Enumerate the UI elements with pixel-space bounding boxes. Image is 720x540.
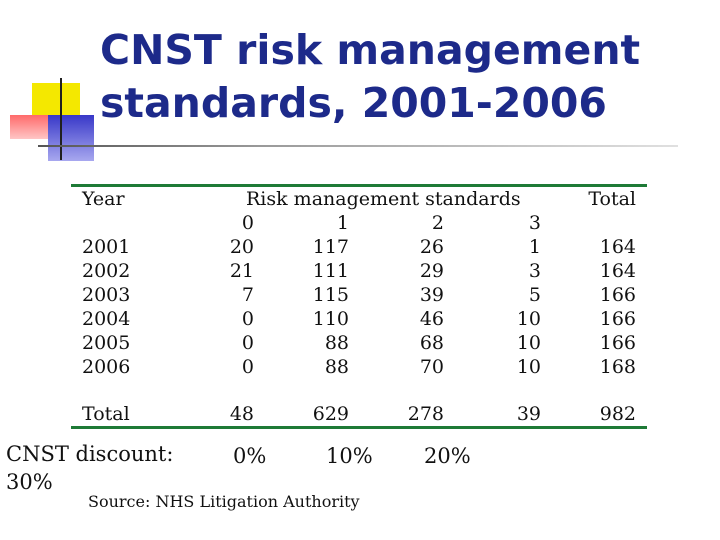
decorative-blue-square xyxy=(48,115,94,161)
level-header: 2 xyxy=(431,212,444,234)
level-header: 1 xyxy=(336,212,349,234)
table-cell: 111 xyxy=(312,260,349,282)
total-row-cell: 39 xyxy=(516,403,541,425)
table-cell: 5 xyxy=(528,284,541,306)
title-underline xyxy=(38,145,678,147)
table-cell: 46 xyxy=(419,308,444,330)
table-cell: 10 xyxy=(516,332,541,354)
slide-title-line-2: standards, 2001-2006 xyxy=(100,79,607,127)
table-cell: 21 xyxy=(229,260,254,282)
year-cell: 2001 xyxy=(82,236,131,258)
year-cell: 2006 xyxy=(82,356,131,378)
table-cell: 29 xyxy=(419,260,444,282)
year-cell: 2003 xyxy=(82,284,131,306)
table-cell: 3 xyxy=(528,260,541,282)
discount-value: 10% xyxy=(326,444,373,468)
table-top-rule xyxy=(71,184,647,187)
grand-total-cell: 982 xyxy=(599,403,636,425)
table-cell: 39 xyxy=(419,284,444,306)
total-cell: 164 xyxy=(599,236,636,258)
table-cell: 88 xyxy=(324,332,349,354)
source-note: Source: NHS Litigation Authority xyxy=(88,492,360,511)
discount-value: 20% xyxy=(424,444,471,468)
year-cell: 2004 xyxy=(82,308,131,330)
table-cell: 0 xyxy=(241,356,254,378)
total-cell: 166 xyxy=(599,284,636,306)
slide-title: CNST risk management standards, 2001-200… xyxy=(100,24,700,130)
table-cell: 115 xyxy=(312,284,349,306)
header-total: Total xyxy=(588,188,636,210)
table-cell: 0 xyxy=(241,332,254,354)
total-row-cell: 278 xyxy=(407,403,444,425)
header-year: Year xyxy=(82,188,125,210)
total-cell: 168 xyxy=(599,356,636,378)
total-row-cell: 629 xyxy=(312,403,349,425)
decorative-vertical-line xyxy=(60,78,62,160)
total-cell: 166 xyxy=(599,308,636,330)
table-cell: 7 xyxy=(241,284,254,306)
table-cell: 10 xyxy=(516,356,541,378)
cnst-discount-label: CNST discount: 30% xyxy=(6,440,173,496)
slide-title-line-1: CNST risk management xyxy=(100,26,641,74)
table-cell: 26 xyxy=(419,236,444,258)
year-cell: 2005 xyxy=(82,332,131,354)
level-header: 3 xyxy=(528,212,541,234)
table-cell: 68 xyxy=(419,332,444,354)
total-cell: 164 xyxy=(599,260,636,282)
total-cell: 166 xyxy=(599,332,636,354)
cnst-discount-label-line-1: CNST discount: xyxy=(6,442,174,466)
header-standards: Risk management standards xyxy=(246,188,521,210)
table-cell: 10 xyxy=(516,308,541,330)
table-bottom-rule xyxy=(71,426,647,429)
total-row-label: Total xyxy=(82,403,130,425)
year-cell: 2002 xyxy=(82,260,131,282)
discount-value: 0% xyxy=(233,444,267,468)
level-header: 0 xyxy=(241,212,254,234)
cnst-discount-label-line-2: 30% xyxy=(6,470,53,494)
table-cell: 1 xyxy=(528,236,541,258)
table-cell: 70 xyxy=(419,356,444,378)
table-cell: 0 xyxy=(241,308,254,330)
table-cell: 117 xyxy=(312,236,349,258)
table-cell: 88 xyxy=(324,356,349,378)
table-cell: 110 xyxy=(312,308,349,330)
total-row-cell: 48 xyxy=(229,403,254,425)
table-cell: 20 xyxy=(229,236,254,258)
